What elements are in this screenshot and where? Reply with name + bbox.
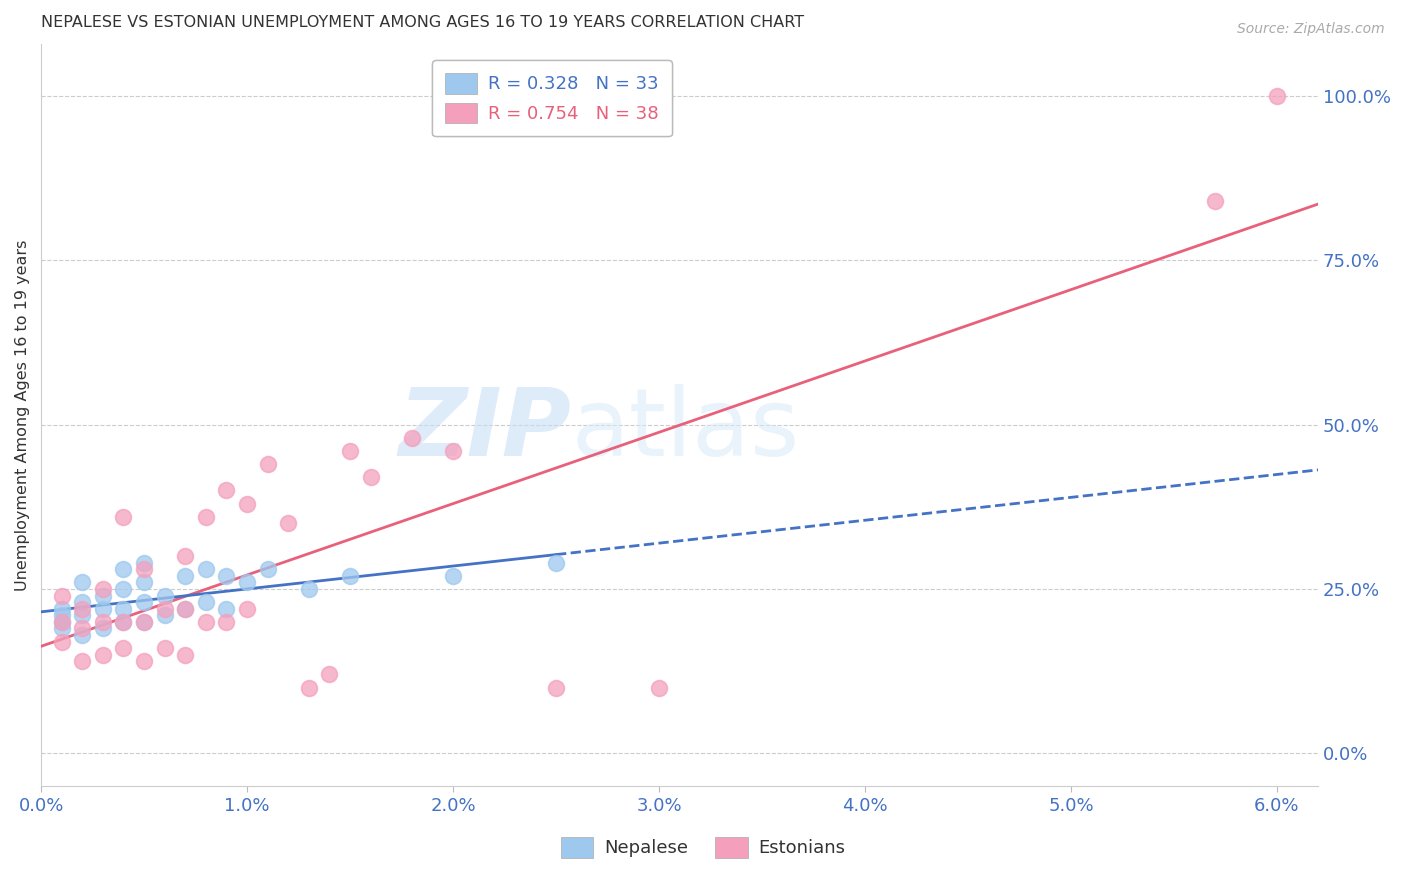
Point: [544, 681, 567, 695]
Y-axis label: Unemployment Among Ages 16 to 19 years: Unemployment Among Ages 16 to 19 years: [15, 239, 30, 591]
Point: [215, 615, 238, 629]
Legend: Nepalese, Estonians: Nepalese, Estonians: [554, 830, 852, 865]
Point: [51, 615, 73, 629]
Point: [441, 444, 464, 458]
Text: NEPALESE VS ESTONIAN UNEMPLOYMENT AMONG AGES 16 TO 19 YEARS CORRELATION CHART: NEPALESE VS ESTONIAN UNEMPLOYMENT AMONG …: [41, 15, 804, 30]
Point: [112, 562, 135, 576]
Point: [112, 641, 135, 656]
Point: [51, 634, 73, 648]
Point: [91, 615, 114, 629]
Point: [91, 589, 114, 603]
Point: [153, 641, 176, 656]
Point: [174, 648, 197, 662]
Point: [132, 556, 155, 570]
Point: [648, 681, 671, 695]
Point: [132, 654, 155, 668]
Point: [132, 562, 155, 576]
Point: [174, 569, 197, 583]
Point: [112, 615, 135, 629]
Point: [236, 601, 259, 615]
Point: [132, 615, 155, 629]
Point: [91, 648, 114, 662]
Point: [51, 589, 73, 603]
Point: [153, 589, 176, 603]
Point: [236, 575, 259, 590]
Point: [215, 601, 238, 615]
Point: [153, 608, 176, 623]
Point: [174, 601, 197, 615]
Point: [194, 615, 217, 629]
Point: [132, 575, 155, 590]
Point: [1265, 89, 1288, 103]
Point: [112, 582, 135, 596]
Point: [72, 628, 94, 642]
Point: [112, 615, 135, 629]
Point: [298, 582, 321, 596]
Point: [51, 615, 73, 629]
Point: [51, 601, 73, 615]
Point: [194, 509, 217, 524]
Legend: R = 0.328   N = 33, R = 0.754   N = 38: R = 0.328 N = 33, R = 0.754 N = 38: [432, 60, 672, 136]
Point: [256, 457, 278, 471]
Point: [112, 509, 135, 524]
Point: [91, 601, 114, 615]
Point: [441, 569, 464, 583]
Point: [1204, 194, 1226, 209]
Point: [215, 569, 238, 583]
Point: [174, 549, 197, 564]
Point: [72, 575, 94, 590]
Point: [112, 601, 135, 615]
Point: [72, 601, 94, 615]
Point: [91, 582, 114, 596]
Point: [298, 681, 321, 695]
Point: [194, 562, 217, 576]
Point: [72, 595, 94, 609]
Point: [72, 608, 94, 623]
Point: [153, 601, 176, 615]
Point: [360, 470, 382, 484]
Point: [277, 516, 299, 531]
Point: [72, 654, 94, 668]
Point: [132, 615, 155, 629]
Point: [236, 497, 259, 511]
Text: Source: ZipAtlas.com: Source: ZipAtlas.com: [1237, 22, 1385, 37]
Point: [174, 601, 197, 615]
Point: [339, 444, 361, 458]
Point: [318, 667, 340, 681]
Point: [256, 562, 278, 576]
Point: [51, 622, 73, 636]
Point: [194, 595, 217, 609]
Text: ZIP: ZIP: [398, 384, 571, 475]
Point: [544, 556, 567, 570]
Point: [339, 569, 361, 583]
Point: [51, 608, 73, 623]
Point: [72, 622, 94, 636]
Point: [401, 431, 423, 445]
Point: [215, 483, 238, 498]
Text: atlas: atlas: [571, 384, 800, 475]
Point: [91, 622, 114, 636]
Point: [132, 595, 155, 609]
